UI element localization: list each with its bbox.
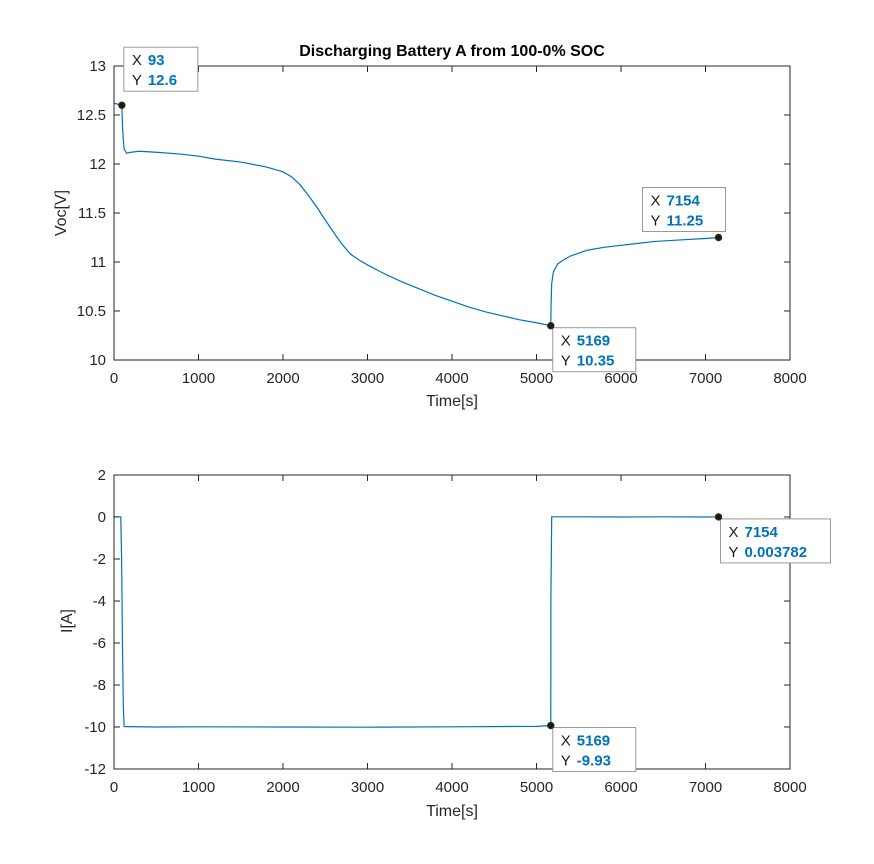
current-x-tick-label: 5000: [520, 779, 553, 796]
current-y-tick-label: -2: [93, 551, 106, 568]
datatip-x-key: X: [729, 524, 739, 541]
current-datatip[interactable]: X 7154 Y 0.003782: [714, 513, 832, 564]
datatip-x-value: 93: [148, 52, 165, 69]
voltage-x-tick-label: 0: [110, 370, 118, 387]
current-datatips: X 5169 Y -9.93 X 7154 Y 0.003782: [547, 513, 832, 773]
voltage-x-tick-label: 8000: [773, 370, 806, 387]
datatip-x-key: X: [561, 333, 571, 350]
current-y-axis-label: I[A]: [59, 609, 76, 633]
current-series-line: [113, 515, 719, 728]
voltage-y-ticks: 10 10.5 11 11.5 12 12.5 13: [77, 58, 790, 369]
voltage-datatip-marker[interactable]: [714, 233, 723, 242]
current-plot-frame: [113, 474, 791, 770]
voltage-datatip[interactable]: X 5169 Y 10.35: [547, 322, 637, 373]
voltage-y-tick-label: 10.5: [77, 303, 106, 320]
voltage-x-axis-label: Time[s]: [426, 393, 478, 410]
voltage-y-tick-label: 11: [90, 254, 106, 271]
datatip-y-key: Y: [132, 72, 142, 89]
datatip-box: [552, 327, 637, 373]
voltage-x-tick-label: 6000: [604, 370, 637, 387]
datatip-y-key: Y: [729, 544, 739, 561]
datatip-y-value: 12.6: [148, 72, 177, 89]
voltage-x-tick-label: 7000: [689, 370, 722, 387]
voltage-x-tick-label: 3000: [351, 370, 384, 387]
current-x-tick-label: 3000: [351, 779, 384, 796]
current-x-tick-label: 1000: [182, 779, 215, 796]
datatip-x-value: 7154: [667, 193, 701, 210]
datatip-x-value: 5169: [577, 733, 610, 750]
current-y-tick-label: -10: [84, 719, 106, 736]
current-x-tick-label: 6000: [604, 779, 637, 796]
datatip-y-value: -9.93: [577, 753, 611, 770]
current-datatip[interactable]: X 5169 Y -9.93: [547, 721, 637, 773]
current-x-axis-label: Time[s]: [426, 803, 478, 820]
datatip-y-key: Y: [561, 353, 571, 370]
voltage-datatip-marker[interactable]: [547, 322, 555, 330]
voltage-series-line: [113, 102, 719, 327]
voltage-x-tick-label: 5000: [520, 370, 553, 387]
current-y-tick-label: -8: [93, 677, 106, 694]
voltage-y-tick-label: 12.5: [77, 107, 106, 124]
datatip-y-key: Y: [651, 213, 661, 230]
datatip-y-value: 10.35: [577, 353, 615, 370]
voltage-y-tick-label: 12: [89, 156, 106, 173]
voltage-y-tick-label: 11.5: [78, 205, 106, 222]
voltage-datatip[interactable]: X 93 Y 12.6: [118, 46, 199, 109]
voltage-x-tick-label: 4000: [435, 370, 468, 387]
voltage-plot: Discharging Battery A from 100-0% SOC 10…: [53, 43, 807, 410]
current-x-tick-label: 2000: [266, 779, 299, 796]
voltage-y-tick-label: 10: [89, 352, 106, 369]
current-x-tick-label: 7000: [689, 779, 722, 796]
datatip-x-key: X: [132, 52, 142, 69]
current-y-tick-label: 2: [98, 467, 106, 484]
current-y-tick-label: 0: [98, 509, 106, 526]
datatip-x-key: X: [561, 733, 571, 750]
voltage-datatips: X 93 Y 12.6 X 5169 Y 10.35 X 7154 Y 11.25: [118, 46, 727, 373]
datatip-y-key: Y: [561, 753, 571, 770]
voltage-x-tick-label: 1000: [182, 370, 215, 387]
datatip-box: [642, 187, 727, 232]
datatip-x-value: 5169: [577, 333, 610, 350]
current-x-tick-label: 4000: [435, 779, 468, 796]
voltage-datatip[interactable]: X 7154 Y 11.25: [642, 187, 727, 242]
voltage-plot-title: Discharging Battery A from 100-0% SOC: [299, 43, 605, 60]
current-y-tick-label: -6: [93, 635, 106, 652]
voltage-x-tick-label: 2000: [266, 370, 299, 387]
datatip-y-value: 0.003782: [745, 544, 808, 561]
current-y-tick-label: -12: [84, 761, 106, 778]
current-y-tick-label: -4: [93, 593, 106, 610]
voltage-y-axis-label: Voc[V]: [53, 190, 70, 236]
voltage-y-tick-label: 13: [89, 58, 106, 75]
current-datatip-marker[interactable]: [547, 721, 555, 730]
current-x-ticks: 0 1000 2000 3000 4000 5000 6000 7000 8000: [110, 475, 807, 796]
datatip-x-key: X: [651, 193, 661, 210]
datatip-box: [720, 518, 832, 564]
current-datatip-marker[interactable]: [714, 513, 723, 521]
voltage-datatip-marker[interactable]: [118, 101, 126, 109]
current-plot: -12 -10 -8 -6 -4 -2 0 2 0 1000 2000 3000 4000 5000 60…: [59, 467, 832, 820]
datatip-box: [552, 727, 637, 773]
current-x-tick-label: 0: [110, 779, 118, 796]
datatip-x-value: 7154: [745, 524, 779, 541]
voltage-plot-frame: [113, 65, 791, 361]
voltage-x-ticks: 0 1000 2000 3000 4000 5000 6000 7000 8000: [110, 66, 807, 387]
current-x-tick-label: 8000: [773, 779, 806, 796]
datatip-box: [123, 46, 199, 92]
datatip-y-value: 11.25: [667, 213, 704, 230]
